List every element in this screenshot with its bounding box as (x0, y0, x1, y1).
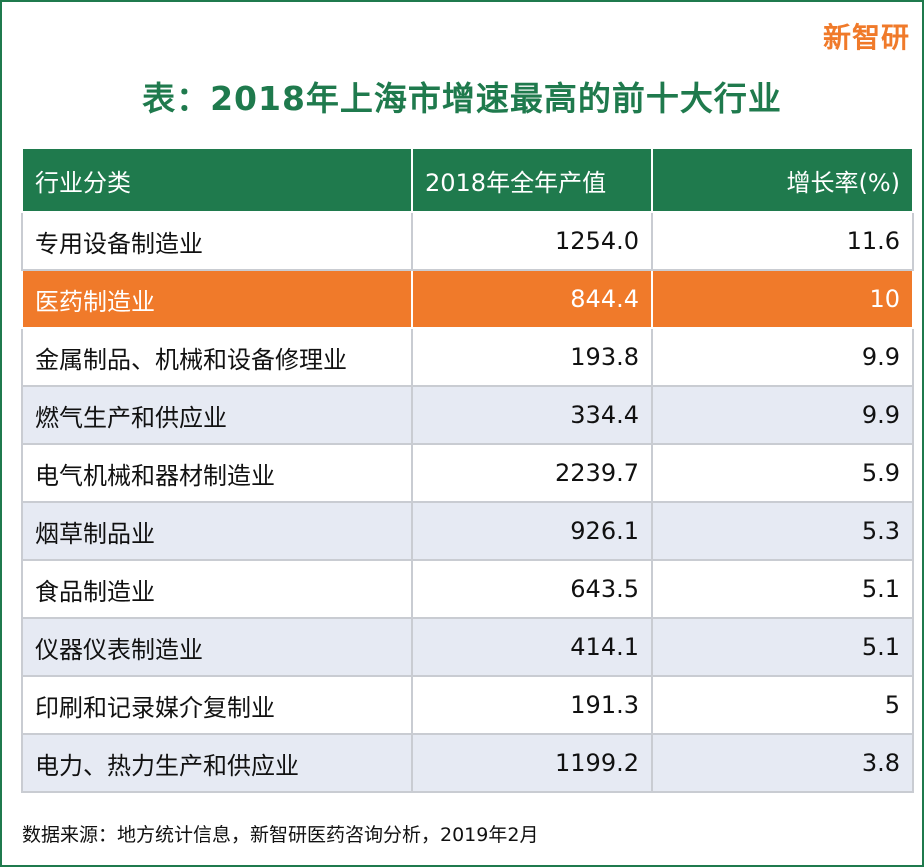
table-row: 印刷和记录媒介复制业 191.3 5 (21, 675, 914, 735)
table-row: 专用设备制造业 1254.0 11.6 (21, 211, 914, 271)
industry-name: 烟草制品业 (21, 501, 413, 561)
table-header-row: 行业分类 2018年全年产值 增长率(%) (21, 147, 914, 213)
growth-rate: 5.9 (651, 443, 914, 503)
output-value: 643.5 (411, 559, 653, 619)
table-row: 燃气生产和供应业 334.4 9.9 (21, 385, 914, 445)
header-industry: 行业分类 (21, 147, 413, 213)
growth-rate: 5.3 (651, 501, 914, 561)
brand-logo: 新智研 (822, 21, 910, 54)
output-value: 926.1 (411, 501, 653, 561)
industry-name: 食品制造业 (21, 559, 413, 619)
output-value: 334.4 (411, 385, 653, 445)
growth-rate: 5.1 (651, 559, 914, 619)
header-output: 2018年全年产值 (411, 147, 653, 213)
table-row-highlighted: 医药制造业 844.4 10 (21, 269, 914, 329)
page-title: 表：2018年上海市增速最高的前十大行业 (142, 79, 782, 118)
industry-name: 电气机械和器材制造业 (21, 443, 413, 503)
table-row: 金属制品、机械和设备修理业 193.8 9.9 (21, 327, 914, 387)
industry-name: 仪器仪表制造业 (21, 617, 413, 677)
table-row: 仪器仪表制造业 414.1 5.1 (21, 617, 914, 677)
table-row: 电力、热力生产和供应业 1199.2 3.8 (21, 733, 914, 793)
output-value: 1254.0 (411, 211, 653, 271)
output-value: 191.3 (411, 675, 653, 735)
growth-rate: 3.8 (651, 733, 914, 793)
table-row: 烟草制品业 926.1 5.3 (21, 501, 914, 561)
industry-name: 燃气生产和供应业 (21, 385, 413, 445)
industry-name: 电力、热力生产和供应业 (21, 733, 413, 793)
industry-table: 行业分类 2018年全年产值 增长率(%) 专用设备制造业 1254.0 11.… (21, 147, 914, 793)
industry-name: 医药制造业 (21, 269, 413, 329)
header-growth-rate: 增长率(%) (651, 147, 914, 213)
growth-rate: 5 (651, 675, 914, 735)
industry-name: 专用设备制造业 (21, 211, 413, 271)
output-value: 1199.2 (411, 733, 653, 793)
growth-rate: 10 (651, 269, 914, 329)
industry-name: 印刷和记录媒介复制业 (21, 675, 413, 735)
source-note: 数据来源：地方统计信息，新智研医药咨询分析，2019年2月 (22, 824, 539, 846)
output-value: 414.1 (411, 617, 653, 677)
industry-name: 金属制品、机械和设备修理业 (21, 327, 413, 387)
table-row: 食品制造业 643.5 5.1 (21, 559, 914, 619)
growth-rate: 9.9 (651, 327, 914, 387)
growth-rate: 9.9 (651, 385, 914, 445)
growth-rate: 11.6 (651, 211, 914, 271)
growth-rate: 5.1 (651, 617, 914, 677)
output-value: 193.8 (411, 327, 653, 387)
output-value: 2239.7 (411, 443, 653, 503)
output-value: 844.4 (411, 269, 653, 329)
table-row: 电气机械和器材制造业 2239.7 5.9 (21, 443, 914, 503)
